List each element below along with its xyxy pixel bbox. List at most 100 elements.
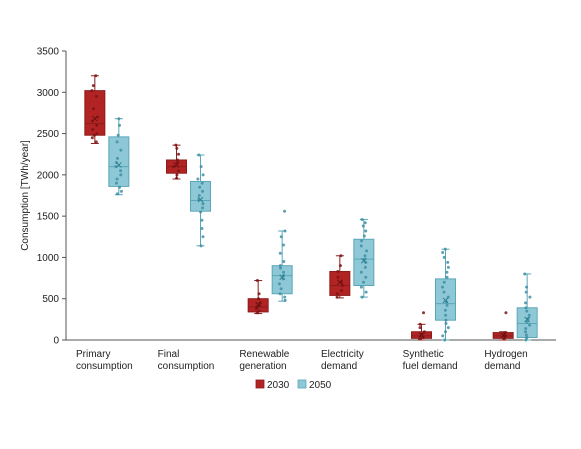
data-point-2050	[115, 140, 119, 144]
data-point-2030	[90, 89, 94, 93]
data-point-2050	[525, 309, 529, 313]
mean-marker-box-2050-1	[197, 196, 204, 203]
data-point-2050	[201, 235, 205, 239]
data-point-2050	[199, 165, 203, 169]
y-tick-label: 500	[42, 294, 59, 305]
data-point-2050	[198, 185, 202, 189]
data-point-2030	[177, 169, 181, 173]
data-point-2050	[115, 177, 119, 181]
data-point-2050	[282, 260, 286, 264]
data-point-2030	[175, 176, 179, 180]
data-point-2050	[443, 338, 447, 342]
data-point-2050	[283, 298, 287, 302]
data-point-2050	[523, 272, 527, 276]
data-point-2050	[364, 229, 368, 233]
data-point-2050	[445, 303, 449, 307]
legend-swatch-2050	[297, 379, 307, 389]
x-category-label: consumption	[158, 361, 215, 372]
legend-label-2030: 2030	[267, 380, 290, 391]
data-point-2050	[200, 227, 204, 231]
data-point-2030	[175, 173, 179, 177]
data-point-2050	[363, 254, 367, 258]
data-point-2050	[362, 234, 366, 238]
data-point-2030	[418, 322, 422, 326]
y-tick-label: 1000	[37, 253, 60, 264]
mean-marker-box-2030-4	[418, 332, 425, 338]
data-point-2030	[257, 309, 261, 313]
data-point-2050	[524, 338, 528, 342]
x-category-label: demand	[484, 361, 520, 372]
data-point-2050	[114, 181, 118, 185]
axes-group: 0 500 1000 1500 2000 2500 3000 3500 Consumption …	[20, 47, 556, 347]
data-point-2030	[418, 337, 422, 341]
data-point-2050	[442, 280, 446, 284]
y-tick-label: 2000	[37, 170, 60, 181]
data-point-2050	[115, 156, 119, 160]
data-point-2030	[176, 158, 180, 162]
mean-marker-box-2030-1	[173, 162, 180, 168]
data-point-2050	[118, 185, 122, 189]
data-point-2050	[360, 217, 364, 221]
data-point-2050	[201, 202, 205, 206]
data-point-2050	[524, 333, 528, 337]
mean-marker-box-2050-5	[524, 316, 531, 323]
data-point-2050	[283, 209, 287, 213]
data-point-2050	[528, 295, 532, 299]
labels-group: PrimaryconsumptionFinalconsumptionRenewa…	[76, 349, 528, 372]
data-point-2050	[446, 326, 450, 330]
data-point-2050	[364, 275, 368, 279]
data-point-2050	[283, 229, 287, 233]
data-point-2050	[443, 330, 447, 334]
data-point-2050	[524, 301, 528, 305]
data-point-2030	[94, 74, 98, 78]
data-point-2050	[278, 264, 282, 268]
data-point-2050	[446, 265, 450, 269]
data-point-2030	[336, 275, 340, 279]
data-point-2050	[524, 290, 528, 294]
data-point-2030	[335, 292, 339, 296]
data-point-2030	[90, 136, 94, 140]
data-point-2030	[336, 269, 340, 273]
x-category-label: demand	[321, 361, 357, 372]
data-point-2050	[119, 148, 123, 152]
data-point-2050	[279, 235, 283, 239]
y-tick-label: 1500	[37, 212, 60, 223]
mean-marker-box-2030-3	[336, 279, 343, 286]
data-point-2050	[365, 249, 369, 253]
data-point-2050	[360, 295, 364, 299]
box-2050-3	[353, 238, 375, 287]
y-tick-label: 0	[53, 336, 59, 347]
data-point-2050	[525, 320, 529, 324]
data-point-2030	[338, 264, 342, 268]
data-point-2050	[527, 313, 531, 317]
data-point-2050	[119, 169, 123, 173]
x-category-label: consumption	[76, 361, 133, 372]
x-category-label: fuel demand	[403, 361, 458, 372]
data-point-2030	[95, 123, 99, 127]
data-point-2030	[422, 311, 426, 315]
data-point-2050	[196, 177, 200, 181]
data-point-2050	[442, 255, 446, 259]
data-point-2050	[197, 153, 201, 157]
data-point-2050	[282, 270, 286, 274]
data-point-2050	[443, 308, 447, 312]
data-point-2050	[117, 123, 121, 127]
data-point-2050	[278, 292, 282, 296]
data-point-2050	[278, 251, 282, 255]
data-point-2050	[117, 117, 121, 121]
data-point-2050	[281, 243, 285, 247]
data-point-2030	[177, 152, 181, 156]
data-point-2030	[92, 107, 96, 111]
data-point-2050	[201, 206, 205, 210]
data-point-2030	[339, 254, 343, 258]
data-point-2050	[360, 239, 364, 243]
data-point-2050	[444, 321, 448, 325]
mean-marker-box-2050-2	[279, 274, 286, 281]
data-point-2030	[504, 311, 508, 315]
data-point-2050	[363, 265, 367, 269]
box-2030-3	[329, 270, 351, 296]
data-point-2030	[257, 297, 261, 301]
data-point-2050	[197, 194, 201, 197]
data-point-2050	[116, 133, 120, 137]
